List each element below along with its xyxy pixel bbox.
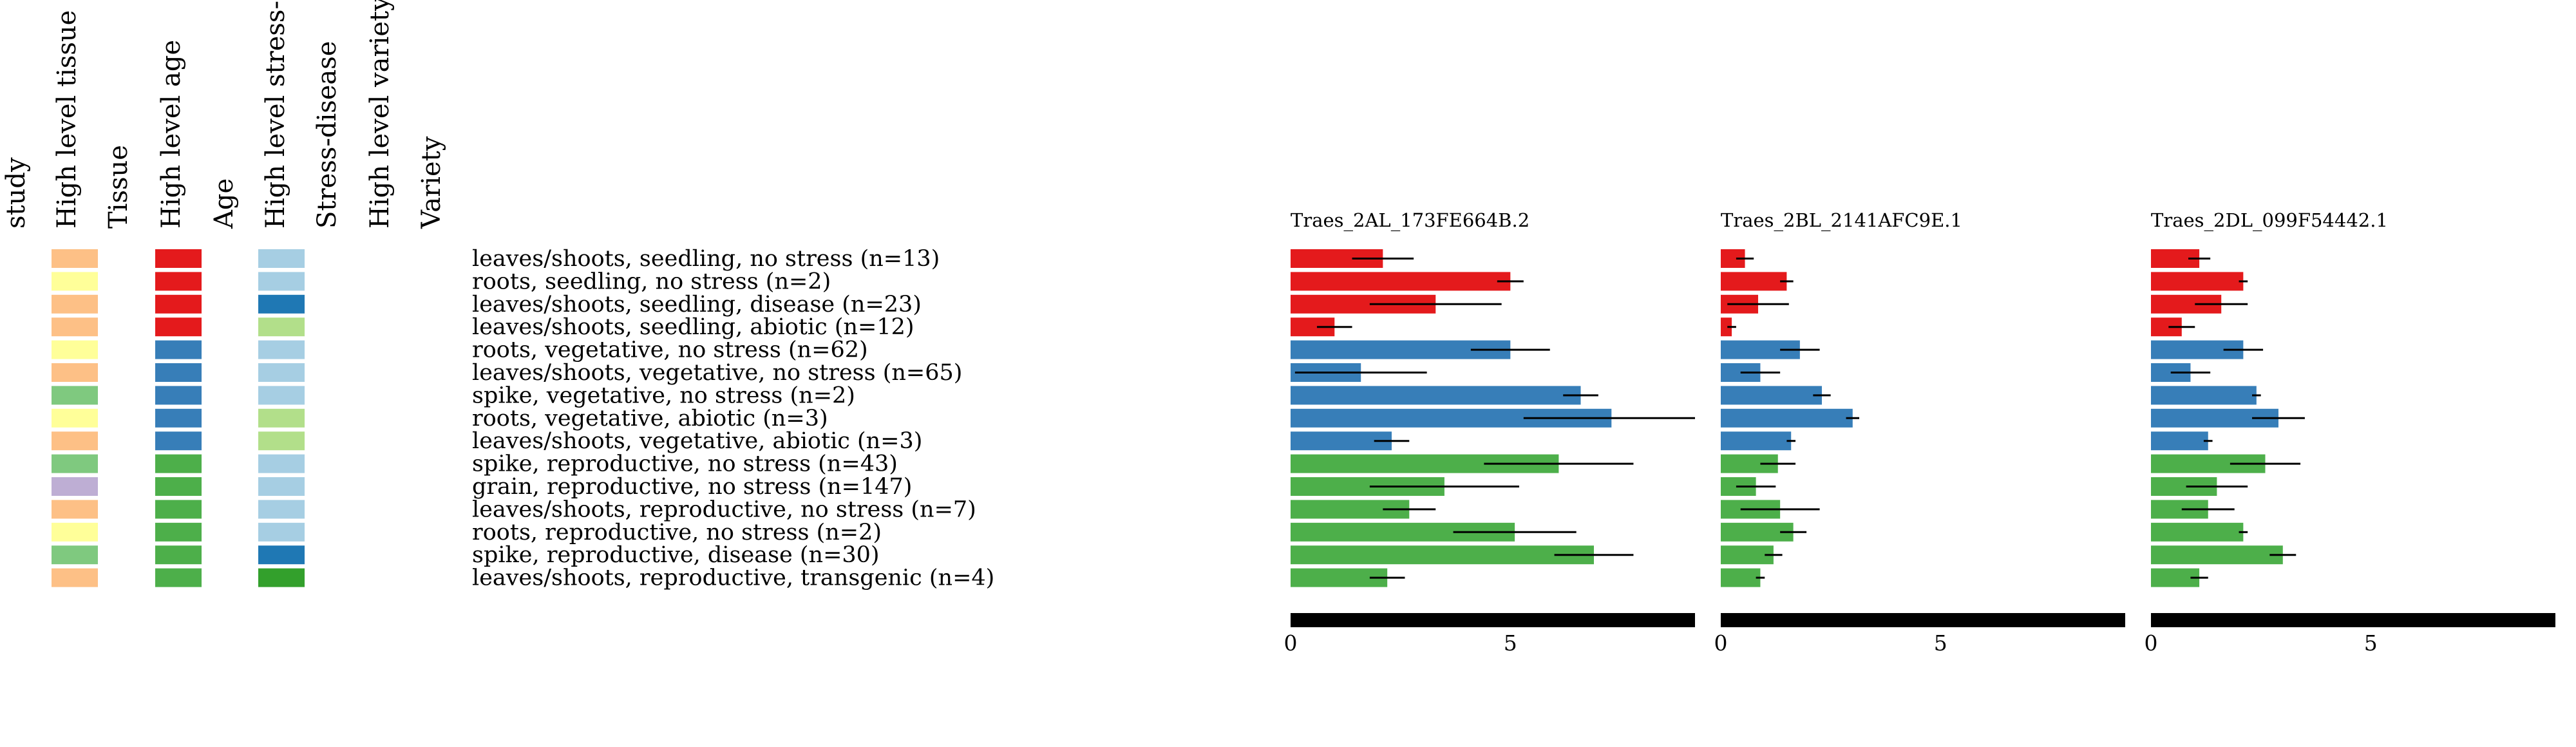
row-label: roots, seedling, no stress (n=2) (472, 269, 831, 294)
stress-swatch (258, 294, 305, 314)
tissue-swatch (52, 340, 98, 359)
header-high-level-age: High level age (156, 40, 186, 229)
row-label: roots, vegetative, abiotic (n=3) (472, 406, 828, 431)
bar (2151, 272, 2244, 291)
x-tick-label: 5 (1934, 630, 1947, 656)
tissue-swatch (52, 545, 98, 565)
bar (2151, 431, 2208, 451)
stress-swatch (258, 340, 305, 359)
header-study: study (1, 157, 31, 229)
stress-swatch (258, 363, 305, 382)
stress-swatch (258, 431, 305, 451)
row-label: roots, vegetative, no stress (n=62) (472, 337, 868, 363)
x-tick-label: 0 (2145, 630, 2158, 656)
axis-scale-bar (1291, 613, 1695, 627)
bar (1721, 408, 1853, 428)
bar (2151, 386, 2257, 405)
tissue-swatch (52, 249, 98, 268)
stress-swatch (258, 317, 305, 337)
header-tissue: Tissue (104, 145, 133, 229)
tissue-swatch (52, 363, 98, 382)
age-swatch (155, 408, 202, 428)
header-stress-disease: Stress-disease (312, 41, 342, 229)
tissue-swatch (52, 477, 98, 496)
x-tick-label: 0 (1284, 630, 1298, 656)
header-high-level-variety: High level variety (365, 0, 395, 229)
age-swatch (155, 249, 202, 268)
stress-swatch (258, 454, 305, 473)
stress-swatch (258, 500, 305, 519)
bar (2151, 522, 2244, 542)
header-variety: Variety (417, 136, 446, 229)
x-tick-label: 5 (2364, 630, 2378, 656)
tissue-swatch (52, 317, 98, 337)
age-swatch (155, 317, 202, 337)
bar (2151, 545, 2283, 565)
tissue-swatch (52, 522, 98, 542)
tissue-swatch (52, 272, 98, 291)
bar (1291, 386, 1581, 405)
tissue-swatch (52, 500, 98, 519)
age-swatch (155, 431, 202, 451)
row-label: leaves/shoots, seedling, disease (n=23) (472, 292, 922, 317)
age-swatch (155, 477, 202, 496)
age-swatch (155, 522, 202, 542)
age-swatch (155, 545, 202, 565)
tissue-swatch (52, 294, 98, 314)
stress-swatch (258, 249, 305, 268)
row-label: leaves/shoots, seedling, abiotic (n=12) (472, 314, 914, 340)
x-tick-label: 5 (1504, 630, 1517, 656)
age-swatch (155, 500, 202, 519)
age-swatch (155, 272, 202, 291)
tissue-swatch (52, 408, 98, 428)
row-label: leaves/shoots, reproductive, no stress (… (472, 496, 976, 522)
stress-swatch (258, 545, 305, 565)
bar (1721, 386, 1822, 405)
panel-title: Traes_2AL_173FE664B.2 (1291, 209, 1530, 232)
bar (1721, 317, 1732, 337)
header-age: Age (209, 178, 239, 229)
row-label: spike, reproductive, disease (n=30) (472, 542, 880, 568)
bar (1721, 272, 1787, 291)
age-swatch (155, 340, 202, 359)
row-label: leaves/shoots, reproductive, transgenic … (472, 565, 994, 591)
row-label: spike, vegetative, no stress (n=2) (472, 383, 855, 408)
stress-swatch (258, 477, 305, 496)
tissue-swatch (52, 568, 98, 587)
tissue-swatch (52, 431, 98, 451)
age-swatch (155, 386, 202, 405)
age-swatch (155, 363, 202, 382)
tissue-swatch (52, 386, 98, 405)
tissue-swatch (52, 454, 98, 473)
bar (1291, 272, 1511, 291)
header-high-level-tissue: High level tissue (52, 10, 82, 229)
age-swatch (155, 568, 202, 587)
stress-swatch (258, 522, 305, 542)
row-label: leaves/shoots, vegetative, no stress (n=… (472, 360, 962, 386)
row-label: leaves/shoots, vegetative, abiotic (n=3) (472, 428, 922, 454)
row-label: roots, reproductive, no stress (n=2) (472, 520, 882, 545)
axis-scale-bar (1721, 613, 2125, 627)
age-swatch (155, 294, 202, 314)
bar (1291, 545, 1594, 565)
x-tick-label: 0 (1714, 630, 1728, 656)
bar (1721, 568, 1761, 587)
age-swatch (155, 454, 202, 473)
stress-swatch (258, 272, 305, 291)
stress-swatch (258, 408, 305, 428)
row-label: spike, reproductive, no stress (n=43) (472, 451, 898, 477)
stress-swatch (258, 386, 305, 405)
axis-scale-bar (2151, 613, 2555, 627)
row-label: grain, reproductive, no stress (n=147) (472, 474, 912, 500)
bar (1721, 431, 1792, 451)
panel-title: Traes_2DL_099F54442.1 (2151, 209, 2388, 232)
panel-title: Traes_2BL_2141AFC9E.1 (1721, 209, 1962, 232)
stress-swatch (258, 568, 305, 587)
row-label: leaves/shoots, seedling, no stress (n=13… (472, 246, 940, 272)
header-high-level-stress-disease: High level stress-disease (261, 0, 290, 229)
